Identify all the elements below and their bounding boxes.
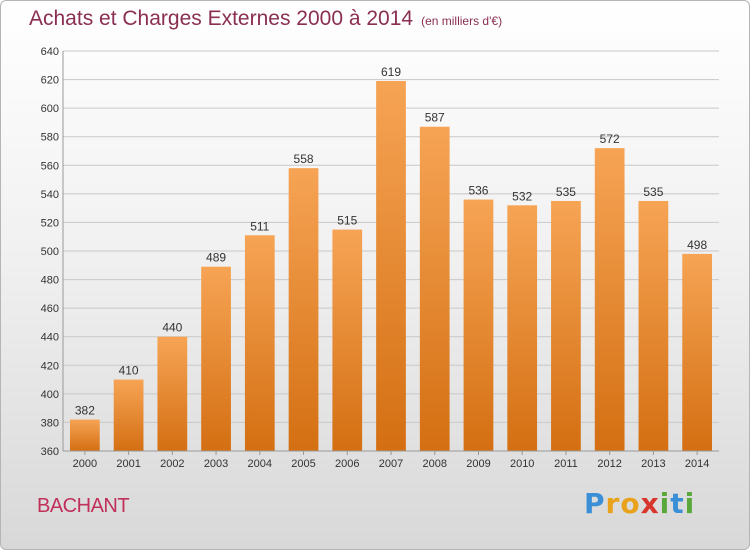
y-tick-label: 540	[41, 189, 59, 201]
y-tick-label: 640	[41, 46, 59, 58]
bar-2002	[157, 336, 188, 451]
logo-letter: r	[605, 487, 621, 520]
logo-letter: x	[640, 487, 660, 520]
logo-letter: o	[620, 487, 641, 520]
bar-2008	[419, 126, 450, 451]
chart-unit: (en milliers d'€)	[421, 14, 503, 28]
x-tick-label-2014: 2014	[685, 458, 709, 470]
x-tick-label-2005: 2005	[291, 458, 315, 470]
x-tick-label-2009: 2009	[466, 458, 490, 470]
data-label-2007: 619	[381, 65, 401, 79]
logo-letter: t	[670, 487, 685, 520]
x-tick-label-2013: 2013	[641, 458, 665, 470]
y-tick-label: 440	[41, 332, 59, 344]
bar-2005	[288, 168, 319, 451]
data-label-2011: 535	[556, 185, 576, 199]
y-tick-label: 600	[41, 103, 59, 115]
x-tick-label-2011: 2011	[554, 458, 578, 470]
chart-title-text: Achats et Charges Externes 2000 à 2014	[29, 7, 414, 30]
y-tick-label: 500	[41, 246, 59, 258]
place-name: BACHANT	[37, 495, 130, 517]
y-tick-label: 520	[41, 217, 59, 229]
data-label-2005: 558	[294, 152, 314, 166]
bar-2007	[376, 81, 406, 451]
data-label-2014: 498	[687, 238, 707, 252]
data-label-2006: 515	[337, 214, 357, 228]
bars: 382 410 440 489 511 558 515 619 587 536 532 535 572 5…	[69, 65, 713, 451]
y-tick-label: 380	[41, 417, 59, 429]
proxiti-logo: Proxiti	[584, 487, 695, 520]
data-label-2009: 536	[468, 184, 488, 198]
axes: 360 380 400 420 440 460 480 500 520 540 560 580 600 6…	[41, 46, 719, 470]
y-tick-label: 400	[41, 389, 59, 401]
data-label-2000: 382	[75, 404, 95, 418]
x-tick-label-2006: 2006	[335, 458, 359, 470]
x-tick-label-2010: 2010	[510, 458, 534, 470]
data-label-2004: 511	[250, 219, 269, 233]
y-tick-label: 360	[41, 446, 59, 458]
data-label-2002: 440	[162, 321, 182, 335]
chart-title: Achats et Charges Externes 2000 à 2014 (e…	[29, 7, 502, 31]
y-tick-label: 480	[41, 275, 59, 287]
x-tick-label-2012: 2012	[597, 458, 621, 470]
bar-2003	[201, 266, 231, 451]
logo-letter: i	[659, 487, 671, 520]
bar-2001	[113, 379, 144, 451]
bar-2006	[332, 229, 363, 451]
bar-2010	[507, 205, 538, 451]
y-tick-label: 620	[41, 75, 59, 87]
y-tick-label: 560	[41, 160, 59, 172]
data-label-2001: 410	[119, 364, 139, 378]
x-tick-label-2000: 2000	[73, 458, 97, 470]
bar-2004	[244, 235, 275, 451]
x-tick-label-2004: 2004	[248, 458, 272, 470]
bar-2013	[638, 201, 669, 451]
logo-letter: P	[584, 487, 606, 520]
bar-2012	[594, 148, 625, 451]
bar-2009	[463, 199, 494, 451]
data-label-2010: 532	[512, 189, 532, 203]
data-label-2008: 587	[425, 111, 445, 125]
y-tick-label: 460	[41, 303, 59, 315]
y-tick-label: 580	[41, 132, 59, 144]
logo-letter: i	[684, 487, 696, 520]
data-label-2012: 572	[600, 132, 620, 146]
bar-2000	[69, 419, 100, 451]
x-tick-label-2002: 2002	[160, 458, 184, 470]
bar-2011	[551, 201, 581, 451]
x-tick-label-2001: 2001	[116, 458, 140, 470]
x-tick-label-2007: 2007	[379, 458, 403, 470]
x-tick-label-2003: 2003	[204, 458, 228, 470]
x-tick-label-2008: 2008	[422, 458, 446, 470]
y-tick-label: 420	[41, 360, 59, 372]
data-label-2013: 535	[643, 185, 663, 199]
bar-2014	[682, 253, 713, 451]
data-label-2003: 489	[206, 251, 226, 265]
